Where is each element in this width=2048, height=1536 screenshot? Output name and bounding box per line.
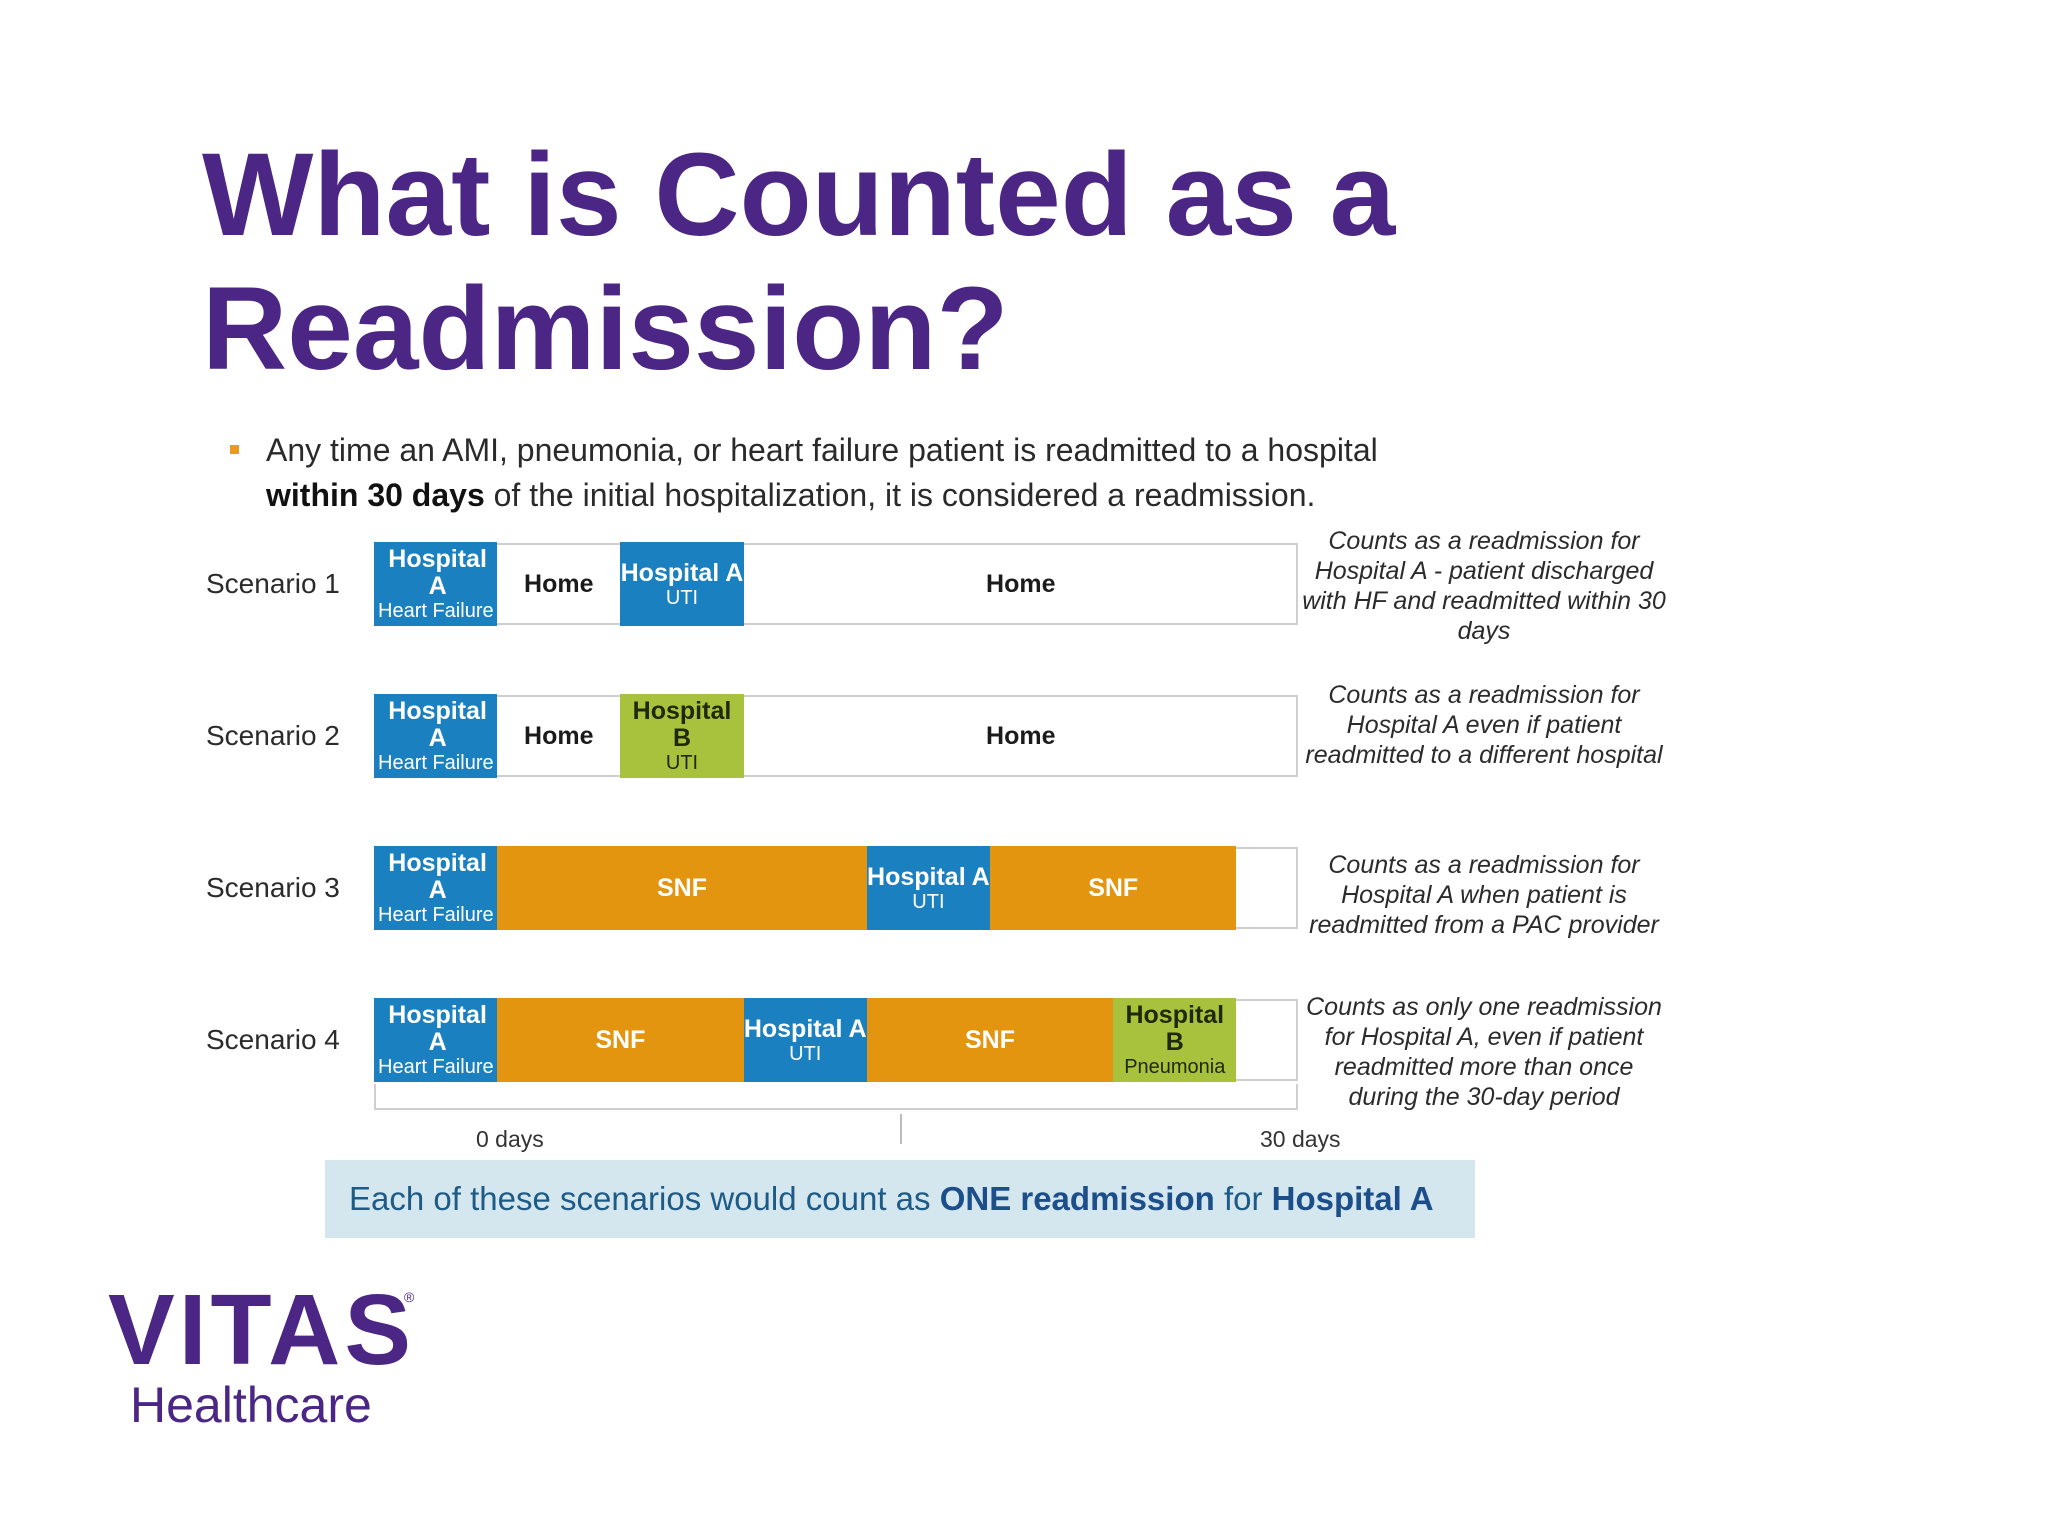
segment-label: Hospital A: [743, 1014, 867, 1043]
timeline-segment-home: Home: [744, 542, 1298, 626]
timeline-segment-hospB: Hospital B UTI: [620, 694, 744, 778]
axis-label-start: 0 days: [476, 1126, 544, 1152]
bullet-text-before: Any time an AMI, pneumonia, or heart fai…: [266, 432, 1378, 468]
bullet-text-after: of the initial hospitalization, it is co…: [493, 477, 1316, 513]
segment-label: Home: [524, 569, 594, 598]
segment-label: SNF: [656, 873, 707, 902]
scenario-note: Counts as a readmission for Hospital A -…: [1302, 527, 1666, 645]
timeline-segment-hospA: Hospital A UTI: [866, 846, 990, 930]
timeline-segment-home: Home: [744, 694, 1298, 778]
segment-label: Hospital B: [632, 697, 732, 752]
timeline-segment-hospA: Hospital A Heart Failure: [374, 846, 498, 930]
segment-sublabel: UTI: [912, 890, 945, 913]
logo-subtitle: Healthcare: [130, 1377, 372, 1433]
timeline-segment-snf: SNF: [497, 846, 867, 930]
segment-label: Hospital A: [388, 545, 487, 600]
segment-label: Hospital A: [620, 558, 744, 587]
timeline-segment-hospA: Hospital A Heart Failure: [374, 998, 498, 1082]
scenario-label: Scenario 3: [206, 872, 340, 903]
segment-label: Hospital A: [867, 862, 990, 891]
timeline-segment-hospA: Hospital A Heart Failure: [374, 694, 498, 778]
scenario-label: Scenario 2: [206, 720, 340, 751]
segment-label: Hospital A: [388, 849, 487, 904]
segment-sublabel: UTI: [665, 586, 699, 609]
timeline-segment-hospA: Hospital A Heart Failure: [374, 542, 498, 626]
timeline-axis: [374, 1084, 1298, 1110]
segment-label: Hospital A: [388, 697, 487, 752]
segment-label: Home: [986, 721, 1056, 750]
title-line-1: What is Counted as a: [202, 129, 1396, 261]
timeline-segment-hospA: Hospital A UTI: [743, 998, 867, 1082]
segment-sublabel: Heart Failure: [378, 1056, 494, 1078]
segment-label: Hospital B: [1125, 1001, 1225, 1056]
title-line-2: Readmission?: [202, 263, 1009, 395]
segment-sublabel: Heart Failure: [378, 600, 494, 622]
summary-text-1: Each of these scenarios would count as: [349, 1180, 931, 1217]
scenario-track: [374, 543, 1298, 625]
scenario-label: Scenario 1: [206, 568, 340, 599]
logo-wordmark: VITAS: [108, 1274, 416, 1386]
scenario-note: Counts as a readmission for Hospital A w…: [1309, 851, 1659, 939]
segment-sublabel: UTI: [665, 752, 699, 774]
segment-label: SNF: [1088, 873, 1139, 902]
logo-registered-mark: ®: [404, 1289, 415, 1305]
segment-label: Hospital A: [388, 1001, 487, 1056]
timeline-segment-hospB: Hospital B Pneumonia: [1113, 998, 1237, 1082]
segment-sublabel: Pneumonia: [1124, 1056, 1226, 1078]
timeline-segment-snf: SNF: [866, 998, 1114, 1082]
segment-sublabel: Heart Failure: [378, 904, 494, 926]
summary-banner: Each of these scenarios would count as O…: [325, 1160, 1475, 1238]
segment-label: Home: [986, 569, 1056, 598]
summary-bold-1: ONE readmission: [939, 1180, 1215, 1217]
timeline-axis-midtick: [900, 1114, 902, 1144]
bullet-square-icon: [230, 445, 239, 454]
timeline-segment-snf: SNF: [497, 998, 744, 1082]
segment-label: Home: [524, 721, 594, 750]
scenario-note: Counts as a readmission for Hospital A e…: [1305, 681, 1663, 769]
summary-bold-2: Hospital A: [1271, 1180, 1434, 1217]
timeline-segment-home: Home: [497, 542, 620, 626]
bullet-text: Any time an AMI, pneumonia, or heart fai…: [266, 428, 1526, 518]
vitas-logo: VITAS ® Healthcare: [108, 1275, 438, 1435]
segment-sublabel: Heart Failure: [378, 752, 494, 774]
summary-text-2: for: [1223, 1180, 1263, 1217]
bullet-text-bold: within 30 days: [266, 477, 485, 513]
segment-label: SNF: [595, 1025, 646, 1054]
segment-sublabel: UTI: [789, 1042, 822, 1065]
timeline-segment-home: Home: [497, 694, 620, 778]
slide-title: What is Counted as a Readmission?: [202, 128, 1702, 396]
timeline-segment-snf: SNF: [990, 846, 1237, 930]
axis-label-end: 30 days: [1260, 1126, 1341, 1152]
scenario-label: Scenario 4: [206, 1024, 340, 1055]
segment-label: SNF: [964, 1025, 1015, 1054]
scenario-track: [374, 695, 1298, 777]
scenario-note: Counts as only one readmission for Hospi…: [1306, 993, 1662, 1111]
timeline-segment-hospA: Hospital A UTI: [620, 542, 744, 626]
